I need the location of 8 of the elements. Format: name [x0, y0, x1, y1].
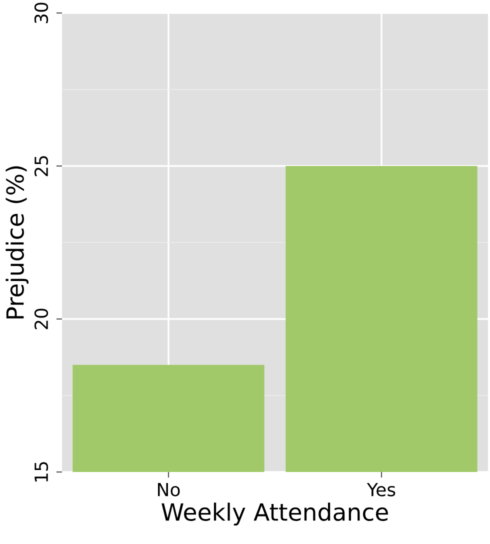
y-tick-label: 15	[34, 462, 48, 482]
y-axis-title: Prejudice (%)	[6, 166, 29, 318]
x-tick-label: No	[158, 482, 180, 496]
x-tick-label: Yes	[366, 482, 396, 496]
y-tick-label: 30	[34, 2, 48, 24]
y-tick-label: 20	[34, 308, 48, 330]
y-tick-label: 25	[34, 156, 48, 176]
x-axis-title: Weekly Attendance	[162, 502, 388, 526]
